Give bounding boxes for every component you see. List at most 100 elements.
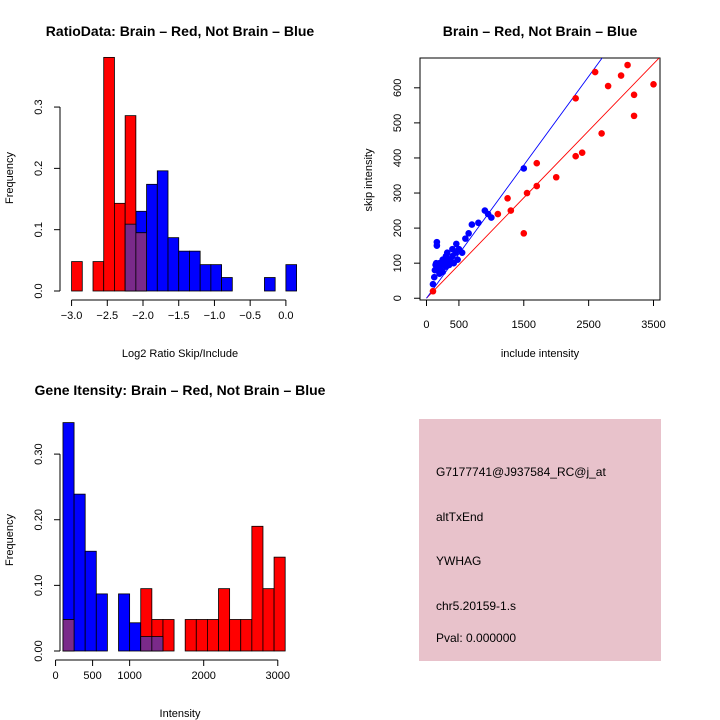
point-not-brain [453, 240, 460, 248]
ratio-histogram-panel: RatioData: Brain – Red, Not Brain – Blue… [4, 23, 314, 360]
bar-not-brain [221, 277, 233, 292]
x-tick-label: 500 [450, 319, 468, 331]
y-tick-label: 0 [392, 295, 404, 301]
point-brain [533, 159, 541, 167]
bar-overlap [124, 223, 137, 292]
bar-not-brain [178, 250, 190, 292]
scatter-plot-box [419, 57, 661, 301]
point-not-brain [443, 249, 451, 256]
info-panel-background [419, 419, 661, 661]
point-brain [572, 152, 579, 160]
y-tick-label: 200 [392, 219, 404, 237]
point-not-brain [454, 256, 461, 263]
x-tick-label: 500 [83, 670, 101, 682]
fit-line-red [426, 58, 660, 299]
point-not-brain [433, 238, 441, 246]
gene-name-text: YWHAG [436, 554, 481, 568]
x-tick-label: 0 [52, 670, 58, 682]
y-tick-label: 0.0 [33, 283, 45, 298]
event-type-text: altTxEnd [436, 510, 483, 524]
bar-not-brain [95, 593, 108, 652]
point-brain [624, 61, 631, 69]
y-tick-label: 100 [392, 254, 404, 272]
x-tick-label: 0.0 [278, 310, 293, 322]
y-tick-label: 0.20 [33, 509, 45, 530]
probe-id-text: G7177741@J937584_RC@j_at [436, 465, 606, 479]
intensity-histogram-title: Gene Itensity: Brain – Red, Not Brain – … [35, 382, 326, 398]
y-tick-label: 0.10 [33, 575, 45, 596]
x-tick-label: −1.5 [168, 310, 190, 322]
pval-text: Pval: 0.000000 [436, 631, 516, 645]
point-brain [630, 91, 638, 99]
bar-not-brain [84, 550, 97, 652]
bar-brain [195, 619, 208, 652]
y-tick-label: 0.2 [33, 161, 45, 176]
bar-brain [273, 556, 286, 652]
scatter-xlabel: include intensity [501, 348, 580, 360]
info-panel: G7177741@J937584_RC@j_at altTxEnd YWHAG … [419, 419, 661, 661]
y-tick-label: 0.1 [33, 222, 45, 237]
point-brain [617, 72, 625, 79]
bar-not-brain [199, 264, 212, 292]
bar-brain [71, 261, 83, 292]
bar-brain [207, 619, 219, 652]
bar-brain [184, 619, 197, 652]
ratio-histogram-ylabel: Frequency [4, 152, 16, 204]
point-not-brain [475, 219, 482, 227]
bar-brain [262, 588, 275, 652]
bar-not-brain [210, 264, 222, 292]
point-not-brain [462, 235, 469, 242]
x-tick-label: 3500 [641, 319, 665, 331]
x-tick-label: 1000 [117, 670, 141, 682]
bar-brain [240, 619, 253, 652]
y-tick-label: 500 [392, 114, 404, 132]
intensity-histogram-ylabel: Frequency [4, 514, 16, 566]
point-not-brain [430, 273, 438, 281]
point-not-brain [465, 230, 472, 237]
point-brain [578, 149, 586, 156]
bar-not-brain [167, 237, 180, 292]
bar-not-brain [146, 183, 158, 292]
scatter-title: Brain – Red, Not Brain – Blue [443, 23, 638, 39]
bar-not-brain [189, 250, 201, 292]
scatter-points [429, 61, 657, 295]
bar-not-brain [73, 493, 86, 652]
bar-brain [229, 619, 242, 652]
bar-brain [218, 588, 231, 652]
ratio-histogram-bars [71, 56, 297, 292]
x-tick-label: 2500 [576, 319, 600, 331]
y-tick-label: 0.3 [33, 99, 45, 114]
bar-brain [103, 56, 115, 292]
x-tick-label: −1.0 [204, 310, 226, 322]
intensity-histogram-bars [62, 422, 286, 652]
x-tick-label: 2000 [191, 670, 215, 682]
point-not-brain [439, 268, 447, 276]
point-brain [572, 95, 579, 102]
x-tick-label: 0 [423, 319, 429, 331]
point-not-brain [488, 214, 495, 221]
point-brain [591, 68, 599, 76]
intensity-histogram-axes: 0 500 1000 2000 3000 0.00 0.10 0.20 0.30 [33, 443, 290, 682]
y-tick-label: 400 [392, 149, 404, 167]
ratio-histogram-xlabel: Log2 Ratio Skip/Include [122, 348, 238, 360]
bar-brain [251, 525, 264, 652]
point-brain [494, 210, 502, 218]
x-tick-label: 3000 [266, 670, 290, 682]
bar-overlap [135, 232, 147, 292]
intensity-histogram-xlabel: Intensity [160, 708, 201, 720]
x-tick-label: −2.0 [132, 310, 154, 322]
point-brain [552, 173, 560, 181]
y-tick-label: 600 [392, 79, 404, 97]
point-brain [604, 82, 612, 90]
bar-overlap [140, 636, 153, 652]
point-brain [533, 182, 541, 190]
scatter-ylabel: skip intensity [363, 148, 375, 211]
x-tick-label: −3.0 [61, 310, 83, 322]
bar-overlap [151, 636, 164, 652]
bar-brain [92, 261, 105, 292]
point-not-brain [429, 280, 437, 288]
point-brain [520, 230, 528, 237]
point-brain [504, 194, 511, 202]
y-tick-label: 300 [392, 184, 404, 202]
